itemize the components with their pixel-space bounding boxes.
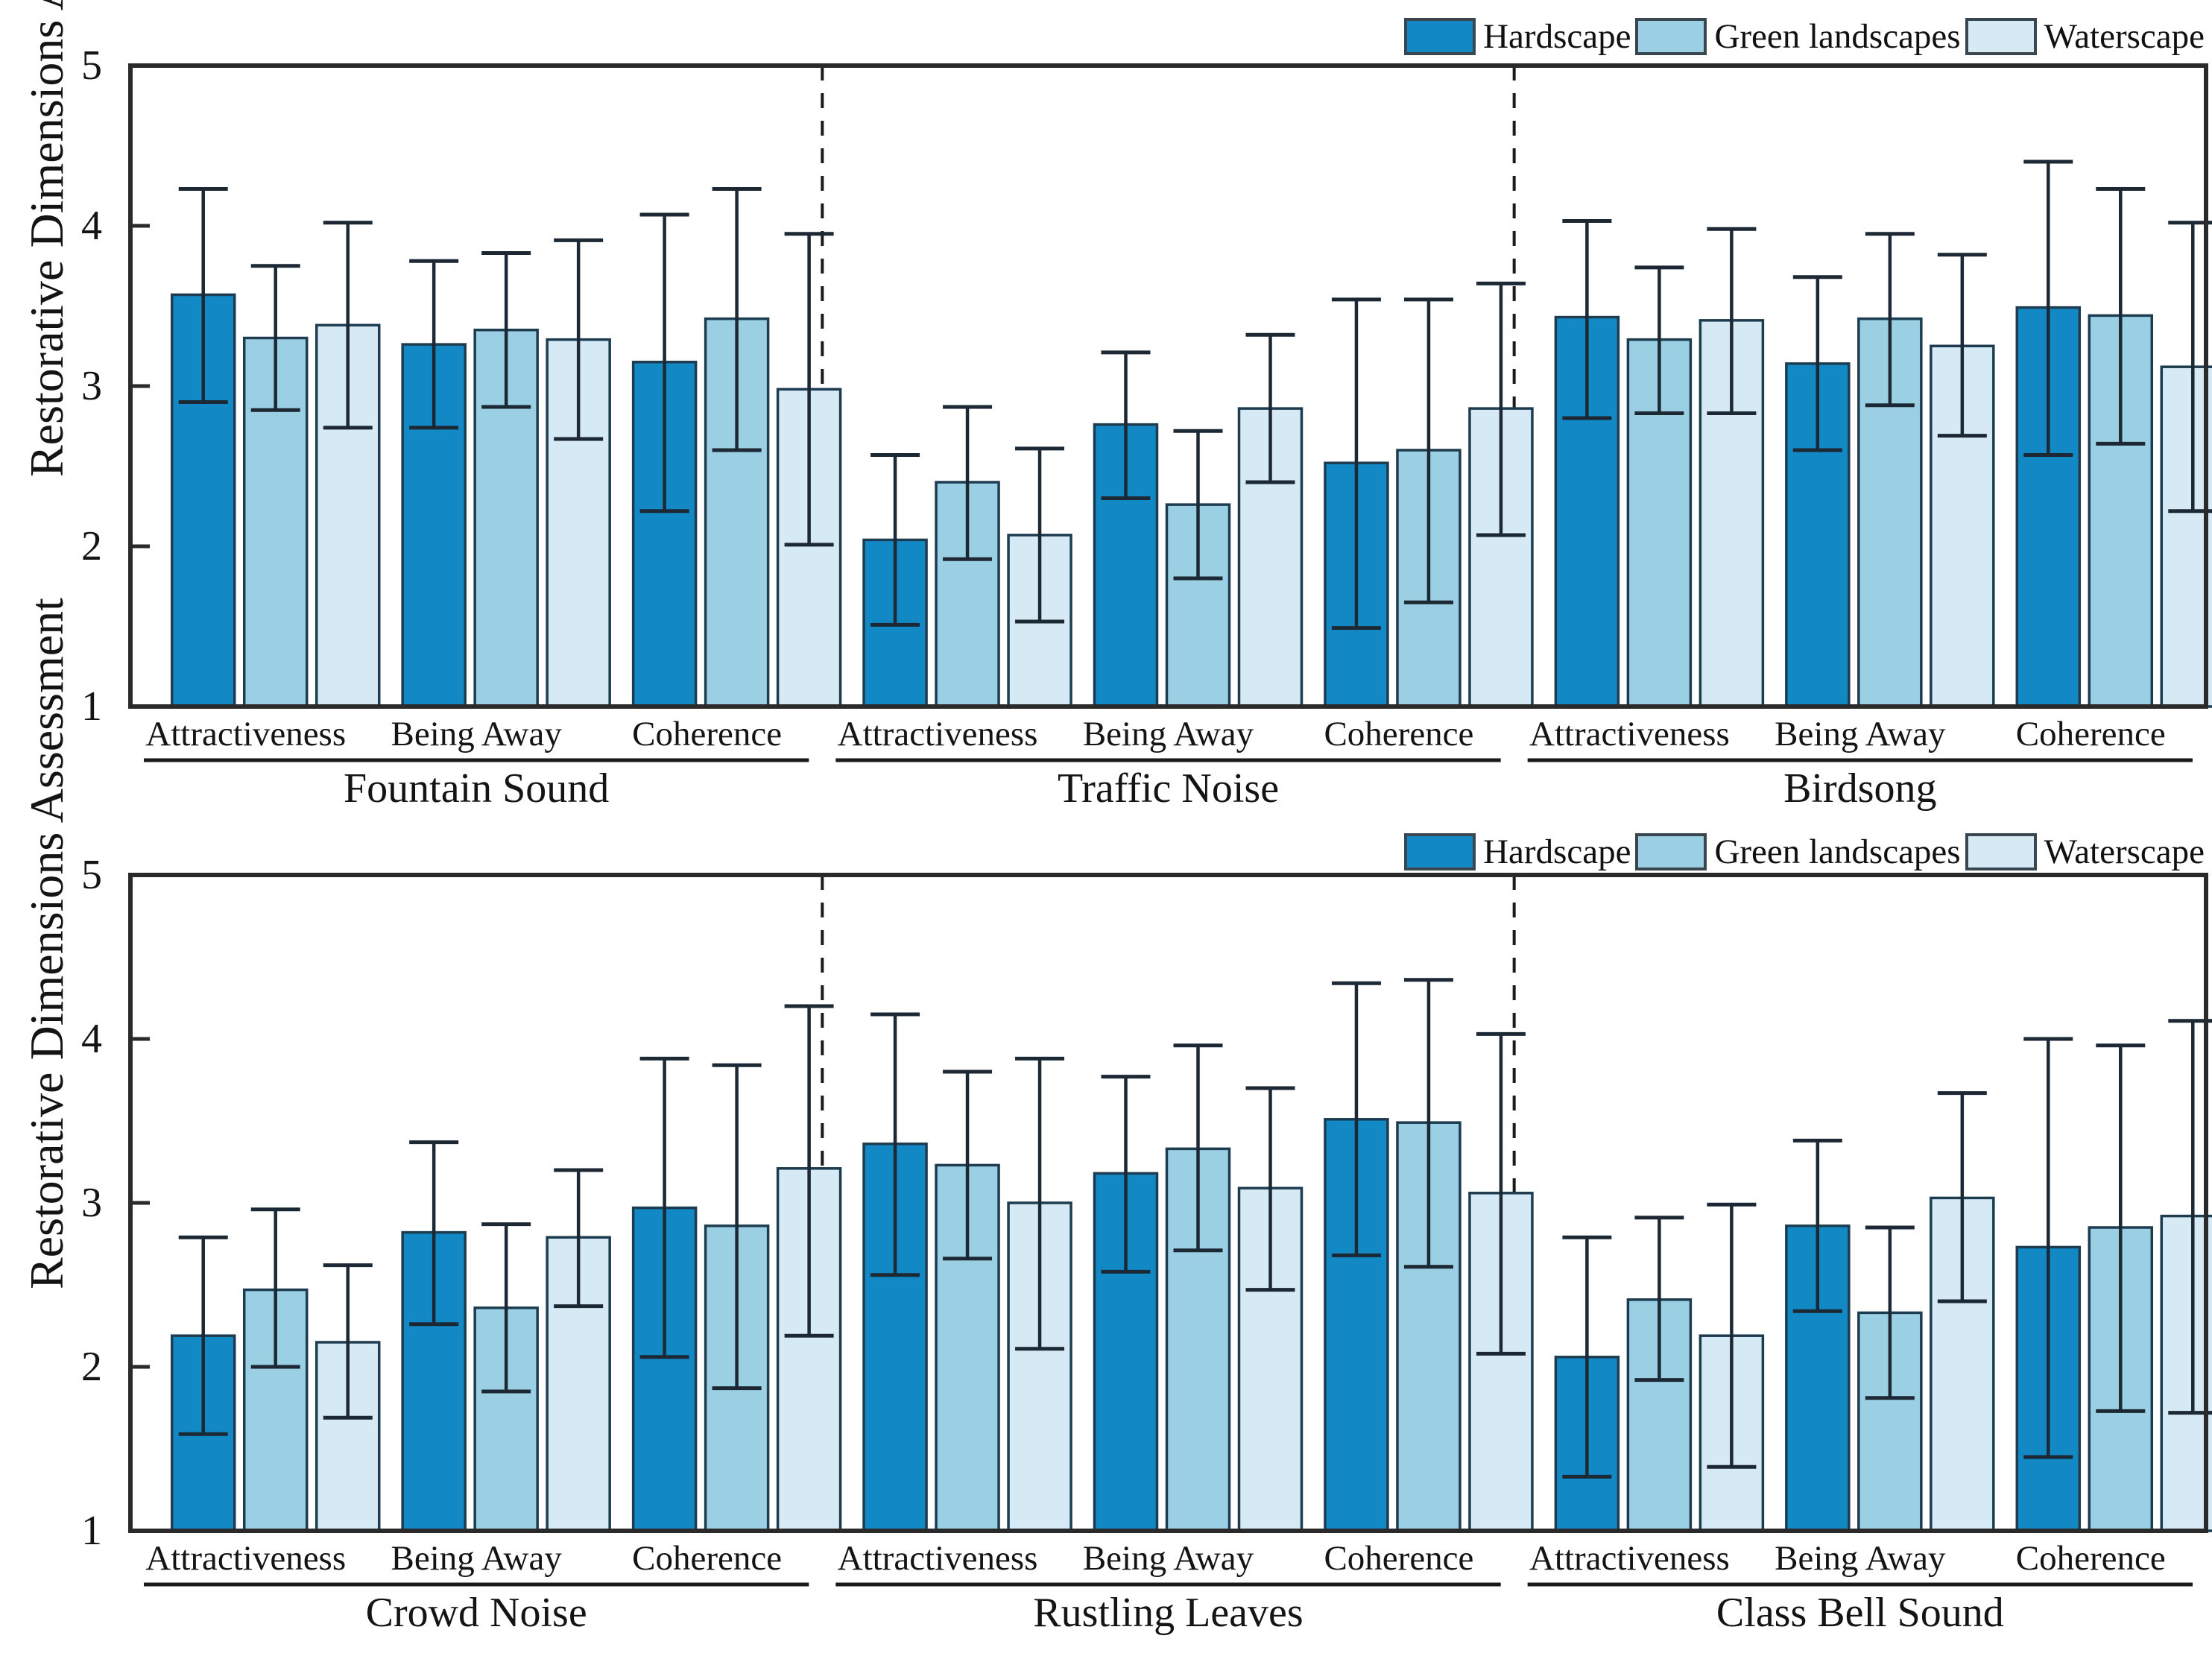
legend-item-hardscape: Hardscape xyxy=(1404,832,1631,872)
category-label: Attractiveness xyxy=(145,715,346,753)
legend-label-hardscape: Hardscape xyxy=(1483,832,1631,871)
y-tick-label: 5 xyxy=(81,852,102,898)
legend-item-waterscape: Waterscape xyxy=(1965,832,2205,872)
category-label: Being Away xyxy=(1083,1539,1254,1578)
legend-swatch-green-landscapes xyxy=(1635,18,1707,55)
legend-swatch-waterscape xyxy=(1965,18,2037,55)
y-axis-label-bottom: Restorative Dimensions Assessment xyxy=(20,598,73,1289)
y-tick-label: 5 xyxy=(81,42,102,89)
category-label: Attractiveness xyxy=(1529,1539,1730,1578)
legend-item-green-landscapes: Green landscapes xyxy=(1635,832,1961,872)
category-label: Attractiveness xyxy=(1529,715,1730,753)
legend-swatch-green-landscapes xyxy=(1635,833,1707,870)
group-label: Class Bell Sound xyxy=(1716,1590,2004,1636)
y-tick-label: 3 xyxy=(81,363,102,409)
category-label: Being Away xyxy=(391,1539,562,1578)
category-label: Coherence xyxy=(2016,715,2166,753)
bar-waterscape xyxy=(546,338,611,708)
category-label: Coherence xyxy=(1324,1539,1473,1578)
group-label: Birdsong xyxy=(1783,765,1936,812)
legend-top: Hardscape Green landscapes Waterscape xyxy=(1404,16,2205,57)
category-label: Being Away xyxy=(1775,715,1946,753)
category-label: Coherence xyxy=(1324,715,1473,753)
y-axis-label-top: Restorative Dimensions Assessment xyxy=(20,0,73,477)
legend-label-hardscape: Hardscape xyxy=(1483,17,1631,56)
bar-hardscape xyxy=(401,343,467,708)
y-tick-label: 3 xyxy=(81,1180,102,1226)
legend-swatch-waterscape xyxy=(1965,833,2037,870)
legend-label-green-landscapes: Green landscapes xyxy=(1714,832,1961,871)
legend-label-green-landscapes: Green landscapes xyxy=(1714,17,1961,56)
legend-swatch-hardscape xyxy=(1404,18,1476,55)
category-label: Coherence xyxy=(2016,1539,2166,1578)
y-tick-label: 4 xyxy=(81,203,102,249)
y-tick-label: 1 xyxy=(81,1508,102,1554)
category-label: Attractiveness xyxy=(145,1539,346,1578)
group-label: Crowd Noise xyxy=(366,1590,587,1636)
category-label: Being Away xyxy=(1083,715,1254,753)
category-label: Being Away xyxy=(1775,1539,1946,1578)
y-tick-label: 4 xyxy=(81,1016,102,1062)
category-label: Attractiveness xyxy=(838,715,1038,753)
legend-item-waterscape: Waterscape xyxy=(1965,16,2205,57)
category-label: Being Away xyxy=(391,715,562,753)
y-tick-label: 2 xyxy=(81,523,102,569)
legend-label-waterscape: Waterscape xyxy=(2044,17,2205,56)
legend-item-hardscape: Hardscape xyxy=(1404,16,1631,57)
category-label: Attractiveness xyxy=(838,1539,1038,1578)
group-label: Fountain Sound xyxy=(344,765,609,812)
category-label: Coherence xyxy=(632,715,782,753)
group-label: Traffic Noise xyxy=(1058,765,1279,812)
legend-label-waterscape: Waterscape xyxy=(2044,832,2205,871)
y-tick-label: 2 xyxy=(81,1344,102,1390)
y-tick-label: 1 xyxy=(81,683,102,730)
category-label: Coherence xyxy=(632,1539,782,1578)
legend-bottom: Hardscape Green landscapes Waterscape xyxy=(1404,832,2205,872)
legend-item-green-landscapes: Green landscapes xyxy=(1635,16,1961,57)
group-label: Rustling Leaves xyxy=(1033,1590,1303,1636)
legend-swatch-hardscape xyxy=(1404,833,1476,870)
